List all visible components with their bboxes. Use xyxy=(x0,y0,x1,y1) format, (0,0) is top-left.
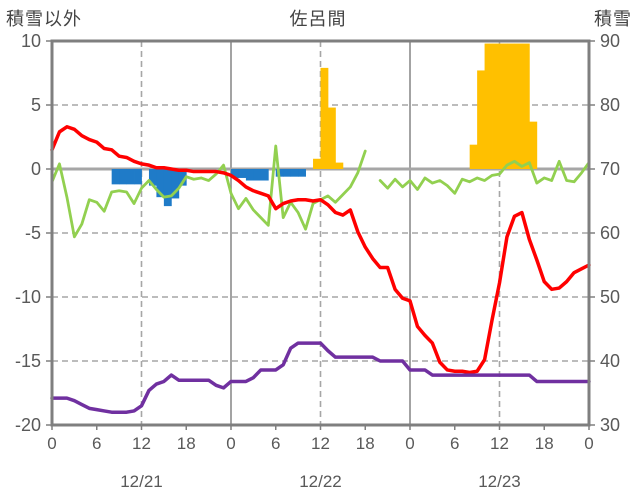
right-axis-title: 積雪 xyxy=(594,9,632,29)
left-axis-tick-label: 5 xyxy=(31,95,41,115)
hour-tick-label: 12 xyxy=(490,434,509,453)
hour-tick-label: 6 xyxy=(92,434,101,453)
right-axis-tick-label: 60 xyxy=(600,223,620,243)
orange-bars-bar xyxy=(506,43,515,170)
right-axis-tick-label: 90 xyxy=(600,31,620,51)
hour-tick-label: 12 xyxy=(132,434,151,453)
hour-tick-label: 0 xyxy=(226,434,235,453)
blue-bars-bar xyxy=(290,169,299,177)
blue-bars-bar xyxy=(283,169,292,177)
right-axis-tick-label: 30 xyxy=(600,415,620,435)
hour-tick-label: 0 xyxy=(47,434,56,453)
right-axis-tick-label: 40 xyxy=(600,351,620,371)
orange-bars-bar xyxy=(469,144,478,169)
purple-line xyxy=(50,341,591,414)
left-axis-tick-label: -15 xyxy=(15,351,41,371)
blue-bars-bar xyxy=(156,169,165,198)
date-label: 12/23 xyxy=(478,472,521,491)
blue-bars-bar xyxy=(231,169,239,178)
hour-tick-label: 12 xyxy=(311,434,330,453)
left-axis-tick-label: -5 xyxy=(25,223,41,243)
orange-bars-bar xyxy=(327,107,336,169)
hour-tick-label: 6 xyxy=(450,434,459,453)
left-axis-title: 積雪以外 xyxy=(6,9,82,29)
blue-bars-bar xyxy=(119,169,127,185)
left-axis-tick-label: -20 xyxy=(15,415,41,435)
right-axis-tick-label: 80 xyxy=(600,95,620,115)
hour-tick-label: 18 xyxy=(177,434,196,453)
blue-bars-bar xyxy=(126,169,135,185)
blue-bars-bar xyxy=(245,169,254,181)
green-line xyxy=(50,144,591,239)
blue-bars-bar xyxy=(298,169,306,177)
right-axis-tick-label: 70 xyxy=(600,159,620,179)
hour-tick-label: 6 xyxy=(271,434,280,453)
blue-bars-bar xyxy=(163,169,172,207)
chart-title: 佐呂間 xyxy=(289,9,347,29)
blue-bars-bar xyxy=(253,169,262,181)
blue-bars-bar xyxy=(178,169,187,186)
orange-bars-bar xyxy=(335,162,344,169)
blue-bars-bar xyxy=(111,169,120,185)
left-axis-tick-label: 10 xyxy=(21,31,41,51)
orange-bars-bar xyxy=(313,158,321,169)
orange-bars-bar xyxy=(499,43,508,170)
orange-bars-bar xyxy=(514,43,523,170)
orange-bars-bar xyxy=(492,43,500,170)
date-label: 12/21 xyxy=(120,472,163,491)
hour-tick-label: 0 xyxy=(584,434,593,453)
orange-bars-bar xyxy=(521,43,530,170)
orange-bars-bar xyxy=(529,121,538,169)
left-axis-tick-label: -10 xyxy=(15,287,41,307)
left-axis-tick-label: 0 xyxy=(31,159,41,179)
orange-bars-bar xyxy=(477,70,485,169)
blue-bars-bar xyxy=(148,169,157,186)
blue-bars-bar xyxy=(260,169,269,181)
right-axis-tick-label: 50 xyxy=(600,287,620,307)
date-label: 12/22 xyxy=(299,472,342,491)
orange-bars-bar xyxy=(484,43,493,170)
blue-bars-bar xyxy=(238,169,247,178)
hour-tick-label: 18 xyxy=(535,434,554,453)
hour-tick-label: 18 xyxy=(356,434,375,453)
blue-bars-bar xyxy=(134,169,142,185)
blue-bars-bar xyxy=(171,169,180,199)
orange-bars-bar xyxy=(320,67,329,169)
hour-tick-label: 0 xyxy=(405,434,414,453)
red-line xyxy=(50,125,591,375)
